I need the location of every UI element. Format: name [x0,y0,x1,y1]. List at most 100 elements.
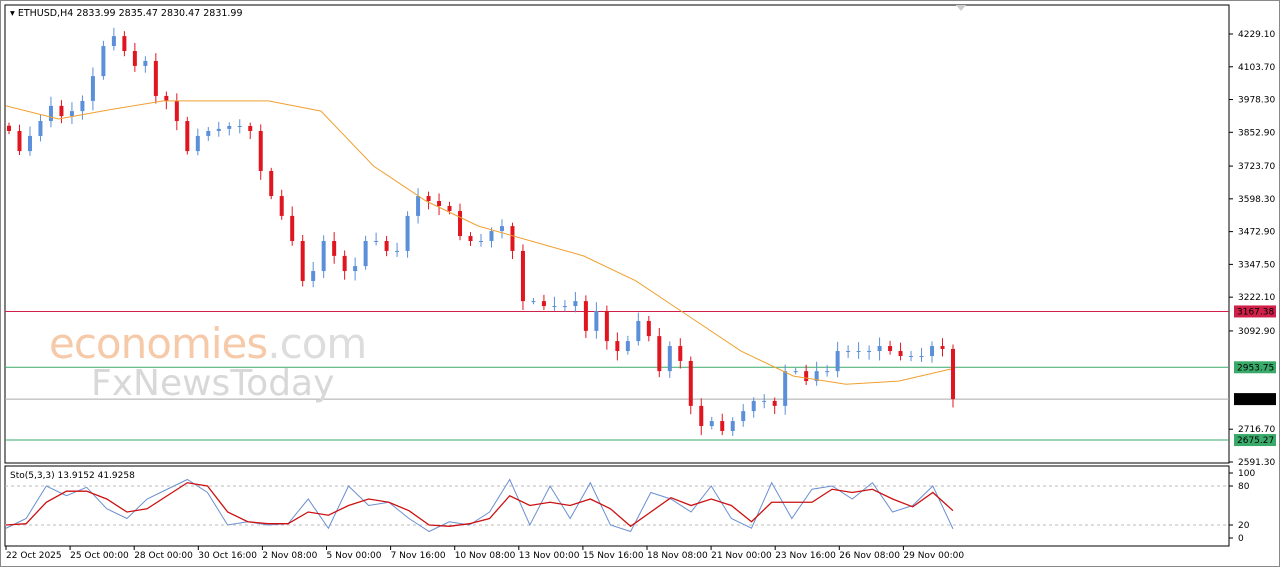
chart-title: ▾ ETHUSD,H4 2833.99 2835.47 2830.47 2831… [10,8,243,19]
stoch-k-line [5,478,954,533]
bear-candle [604,311,609,342]
bull-candle [552,306,557,308]
bull-candle [395,250,400,252]
stoch-d-line [5,482,954,528]
bear-candle [258,130,263,171]
bull-candle [814,371,819,382]
bear-candle [646,320,651,337]
bull-candle [237,126,242,128]
bull-candle [416,196,421,216]
bull-candle [919,355,924,357]
bull-candle [856,351,861,353]
x-tick-label: 2 Nov 08:00 [262,551,317,561]
bull-candle [101,46,106,77]
level-label-bg [1234,393,1276,406]
y-tick-label: 3092.90 [1238,327,1275,337]
bull-candle [867,351,872,353]
bear-candle [300,240,305,281]
bear-candle [458,210,463,237]
bear-candle [174,100,179,122]
y-tick-label: 3852.90 [1238,128,1275,138]
bull-candle [479,240,483,242]
bull-candle [353,266,358,272]
bull-candle [206,130,211,136]
level-label: 2953.75 [1237,363,1274,373]
bear-candle [888,346,893,352]
bear-candle [699,405,704,427]
bear-candle [269,170,274,197]
watermark-economies: economies.com [49,319,367,368]
x-tick-label: 28 Oct 00:00 [134,551,193,561]
bull-candle [573,301,578,307]
bear-candle [342,255,347,272]
bull-candle [762,400,767,402]
bear-candle [248,126,253,131]
bull-candle [499,226,504,232]
bull-candle [363,240,368,267]
bear-candle [720,421,725,431]
bear-candle [510,226,515,251]
bull-candle [793,371,798,373]
bull-candle [48,105,53,122]
bear-candle [164,95,169,101]
x-tick-label: 7 Nov 16:00 [391,551,446,561]
stoch-y-tick-label: 20 [1238,521,1250,531]
x-tick-label: 5 Nov 00:00 [327,551,382,561]
bull-candle [594,311,599,331]
bear-candle [678,346,683,361]
bear-candle [426,196,431,202]
x-tick-label: 23 Nov 16:00 [775,551,836,561]
y-tick-label: 2591.30 [1238,458,1275,468]
bear-candle [332,240,337,256]
x-tick-label: 22 Oct 2025 [6,551,62,561]
x-tick-label: 25 Oct 00:00 [70,551,129,561]
bull-candle [311,271,316,281]
bear-candle [615,341,620,352]
bull-candle [625,341,630,352]
bull-candle [489,231,494,241]
main-panel-frame [4,4,1230,464]
bull-candle [405,215,410,251]
bull-candle [730,421,735,431]
bull-candle [216,128,221,131]
level-label: 2675.27 [1237,436,1274,446]
y-tick-label: 4229.10 [1238,30,1275,40]
bull-candle [111,36,116,47]
moving-average-line [5,100,952,385]
bear-candle [185,121,190,152]
bear-candle [688,360,693,406]
bear-candle [7,125,11,131]
x-tick-label: 30 Oct 16:00 [198,551,257,561]
symbol-label: ETHUSD,H4 [17,8,74,19]
bull-candle [80,100,85,112]
level-label: 3167.38 [1237,307,1274,317]
bull-candle [27,135,32,152]
bull-candle [909,355,914,357]
y-tick-label: 4103.70 [1238,63,1275,73]
bull-candle [846,351,851,353]
bear-candle [657,336,662,372]
bear-candle [17,130,22,152]
bull-candle [877,346,882,352]
bear-candle [122,36,127,52]
bear-candle [951,348,955,400]
bear-candle [59,105,64,117]
bear-candle [132,51,137,66]
bear-candle [279,196,284,216]
watermark-brand1-suffix: .com [267,319,367,368]
bull-candle [751,400,756,412]
stoch-y-tick-label: 100 [1238,469,1255,479]
level-label-bg [1234,434,1276,447]
bull-candle [709,421,714,427]
level-label-bg [1234,305,1276,318]
dropdown-arrow-icon[interactable]: ▾ [10,8,15,19]
bull-candle [195,135,200,152]
bear-candle [468,236,473,241]
bear-candle [384,240,389,251]
bear-candle [520,250,525,302]
bull-candle [783,371,788,406]
level-label: 2831.99 [1237,395,1274,405]
stochastic-title: Sto(5,3,3) 13.9152 41.9258 [10,471,135,481]
